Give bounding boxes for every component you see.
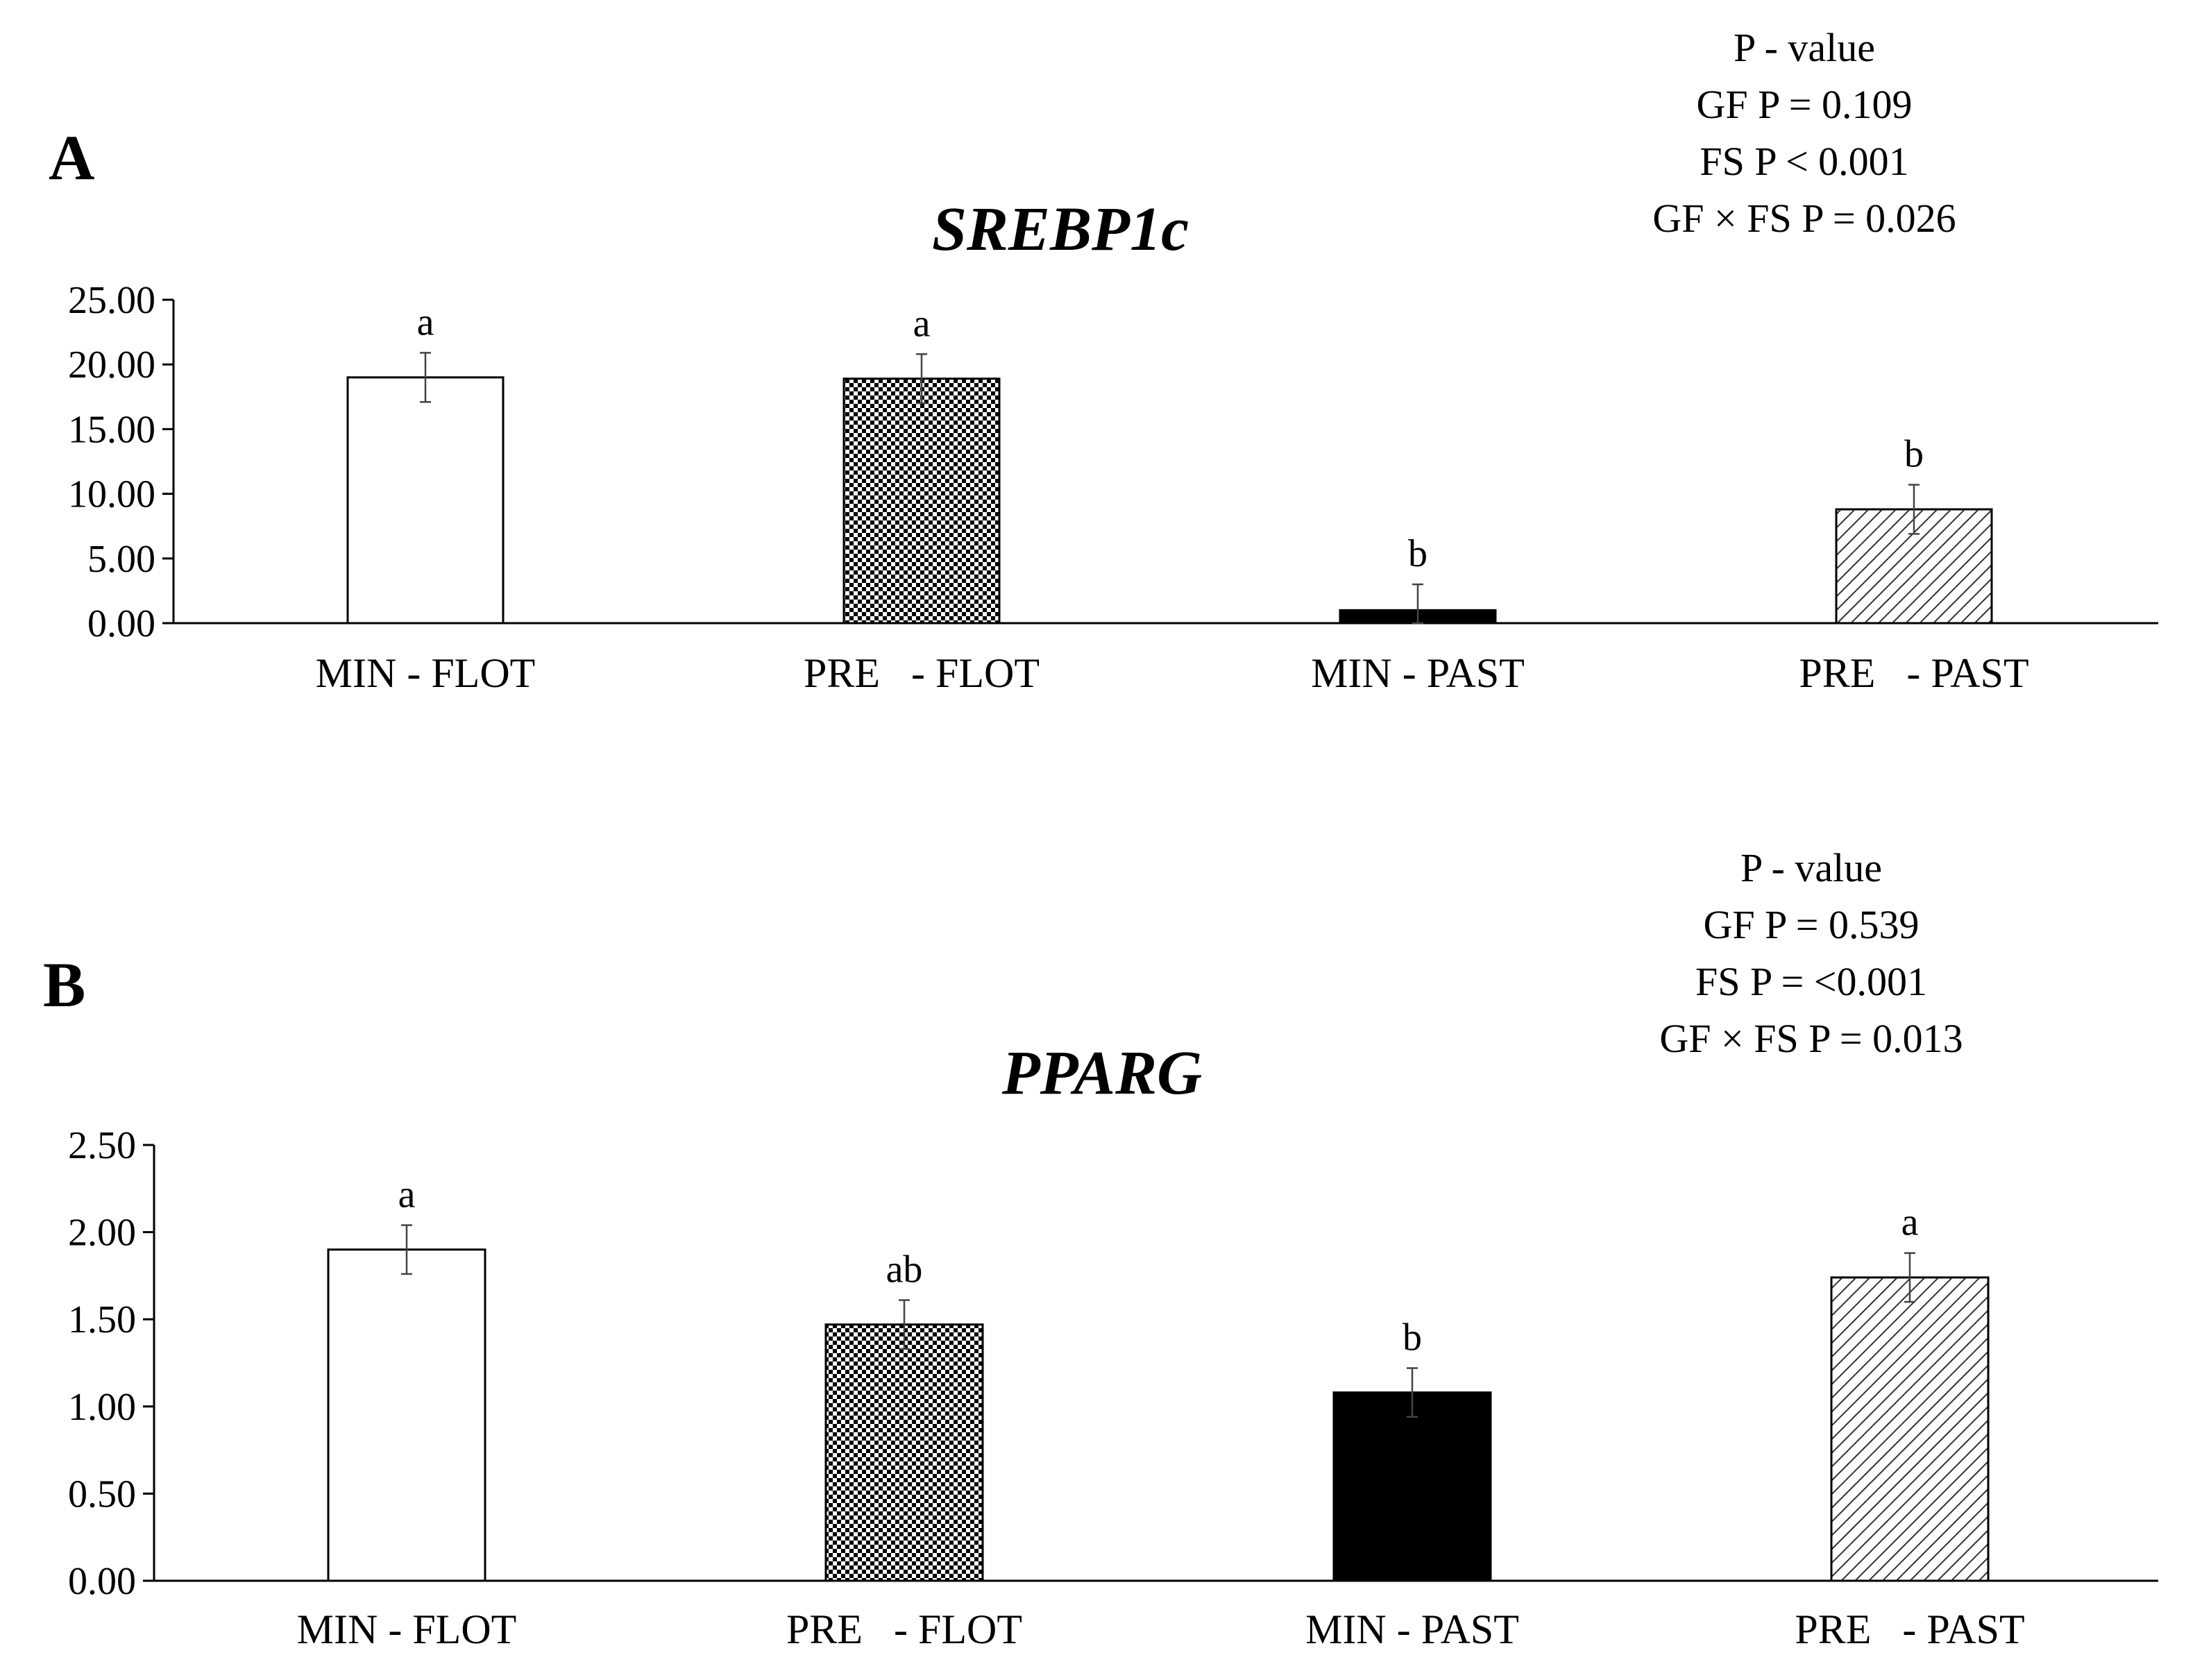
error-bar — [899, 1299, 910, 1350]
panel-letter: B — [43, 949, 85, 1020]
bar — [346, 376, 505, 625]
bar — [1332, 1391, 1492, 1582]
y-tick-label: 20.00 — [68, 343, 155, 387]
significance-label: b — [1403, 1316, 1422, 1359]
pvalue-block: P - value GF P = 0.109 FS P < 0.001 GF ×… — [1652, 25, 1956, 241]
significance-label: a — [398, 1173, 416, 1216]
y-tick-label: 5.00 — [87, 538, 155, 581]
error-bar — [1407, 1367, 1418, 1418]
y-tick-label: 1.00 — [68, 1386, 136, 1429]
panel-letter: A — [49, 122, 94, 193]
y-tick-label: 0.50 — [68, 1473, 136, 1516]
panel-a: A SREBP1c P - value GF P = 0.109 FS P < … — [49, 25, 2158, 696]
category-label: PRE - FLOT — [804, 650, 1040, 696]
y-tick-label: 2.50 — [68, 1124, 136, 1167]
error-bar — [420, 352, 431, 403]
y-tick-label: 15.00 — [68, 408, 155, 451]
panel-b: B PPARG P - value GF P = 0.539 FS P = <0… — [43, 845, 2158, 1652]
y-tick-label: 1.50 — [68, 1298, 136, 1341]
significance-label: ab — [886, 1248, 923, 1291]
pvalue-gf: GF P = 0.539 — [1704, 902, 1920, 947]
category-label: MIN - FLOT — [297, 1606, 517, 1652]
pvalue-heading: P - value — [1740, 845, 1882, 890]
error-bar — [1904, 1252, 1915, 1303]
y-tick-label: 0.00 — [87, 602, 155, 645]
plot-area: 0.00 5.00 10.00 15.00 20.00 25.00 a MIN - FLOT a… — [68, 279, 2158, 696]
category-label: PRE - FLOT — [786, 1606, 1022, 1652]
significance-label: b — [1408, 532, 1427, 575]
pvalue-gf-x-fs: GF × FS P = 0.013 — [1659, 1016, 1963, 1061]
error-bar — [1412, 583, 1423, 625]
error-bar — [916, 353, 927, 405]
category-label: PRE - PAST — [1795, 1606, 2024, 1652]
error-bar — [401, 1224, 412, 1275]
category-label: MIN - PAST — [1305, 1606, 1519, 1652]
chart-title: SREBP1c — [932, 195, 1189, 264]
bar — [1830, 1276, 1990, 1582]
pvalue-fs: FS P < 0.001 — [1700, 139, 1908, 184]
category-label: MIN - PAST — [1311, 650, 1525, 696]
bar — [842, 377, 1001, 625]
pvalue-block: P - value GF P = 0.539 FS P = <0.001 GF … — [1659, 845, 1963, 1061]
significance-label: a — [913, 302, 931, 345]
y-tick-label: 10.00 — [68, 473, 155, 516]
y-tick-label: 25.00 — [68, 279, 155, 322]
bar — [327, 1248, 486, 1582]
significance-label: a — [417, 300, 434, 343]
chart-title: PPARG — [1001, 1039, 1202, 1108]
category-label: PRE - PAST — [1799, 650, 2028, 696]
pvalue-heading: P - value — [1734, 25, 1875, 70]
significance-label: a — [1901, 1201, 1919, 1244]
bar — [824, 1323, 984, 1582]
error-bar — [1908, 484, 1920, 535]
pvalue-fs: FS P = <0.001 — [1695, 959, 1927, 1004]
y-tick-label: 2.00 — [68, 1212, 136, 1255]
pvalue-gf: GF P = 0.109 — [1697, 82, 1913, 127]
significance-label: b — [1904, 433, 1924, 476]
y-tick-label: 0.00 — [68, 1560, 136, 1603]
category-label: MIN - FLOT — [316, 650, 536, 696]
pvalue-gf-x-fs: GF × FS P = 0.026 — [1652, 196, 1956, 241]
